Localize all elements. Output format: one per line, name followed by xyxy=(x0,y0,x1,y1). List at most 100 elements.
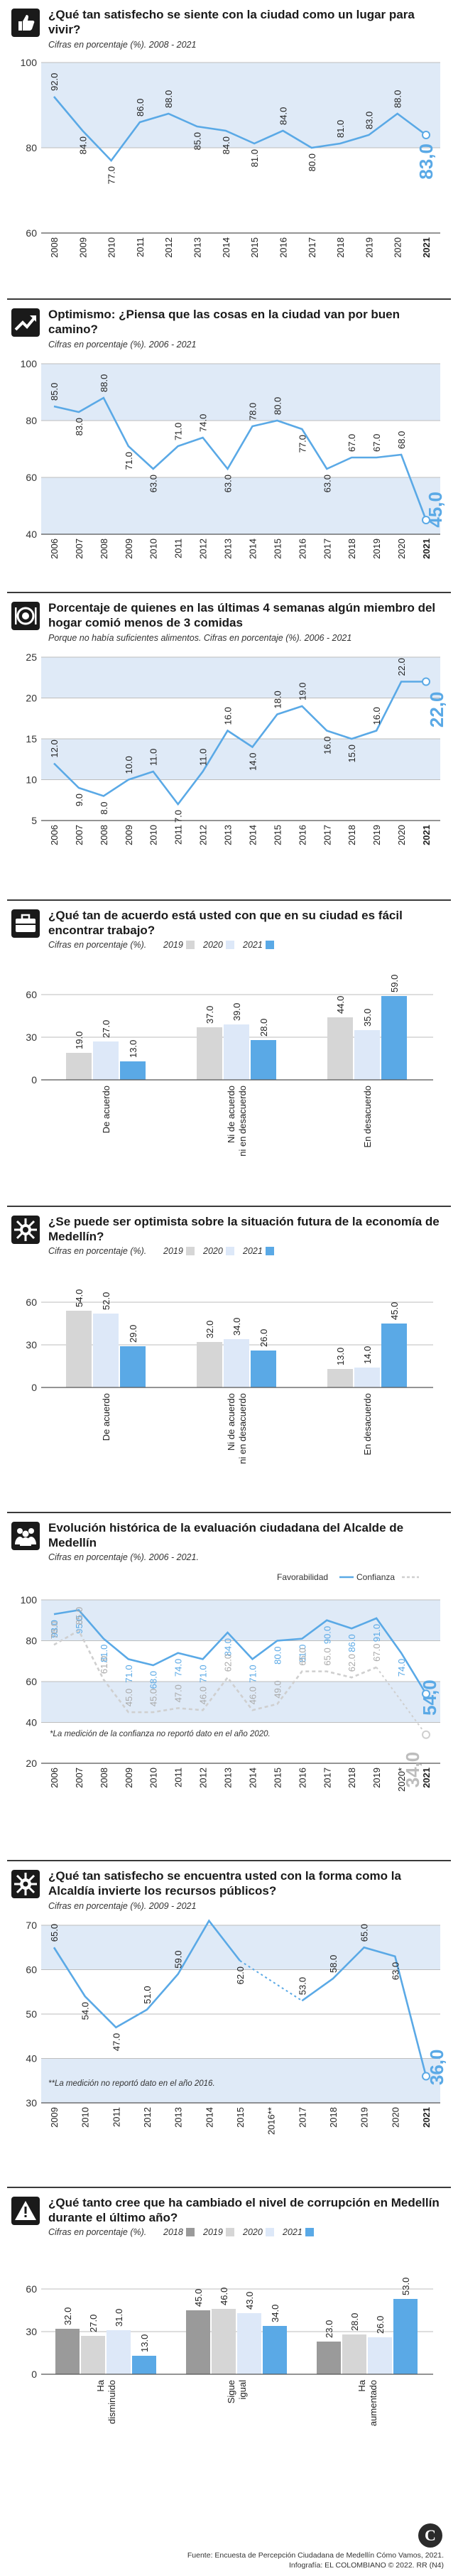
band xyxy=(41,657,440,698)
x-tick-label: 2018 xyxy=(347,825,357,845)
y-tick-label: 0 xyxy=(31,1382,37,1393)
legend-label: 2018 xyxy=(163,2227,183,2237)
y-tick-label: 40 xyxy=(26,1717,37,1728)
legend-label: Confianza xyxy=(356,1572,395,1582)
bar xyxy=(327,1017,353,1080)
legend-label: 2019 xyxy=(163,940,183,950)
bar-value-label: 54.0 xyxy=(74,1289,84,1307)
x-tick-label: 2016** xyxy=(266,2107,277,2135)
line-chart-satisfaction: 60 80 100 2008 2009 2010 2011 2012 2013 2014 2015 2… xyxy=(21,57,440,258)
bar xyxy=(66,1311,92,1387)
legend-swatch xyxy=(266,941,274,949)
category-label: En desacuerdo xyxy=(362,1393,373,1455)
x-tick-label: 2017 xyxy=(322,1768,332,1788)
y-tick-label: 0 xyxy=(31,2369,37,2380)
y-tick-label: 30 xyxy=(26,1339,37,1351)
y-tick-label: 20 xyxy=(26,693,37,704)
x-tick-label: 2020 xyxy=(393,237,403,258)
band xyxy=(41,2058,440,2103)
virus-icon xyxy=(11,1216,40,1244)
x-tick-label: 2007 xyxy=(74,825,84,845)
data-label: 62.0 xyxy=(223,1654,234,1672)
section-subtitle: Porque no había suficientes alimentos. C… xyxy=(48,633,352,643)
x-tick-label: 2008 xyxy=(49,237,60,258)
legend-label: 2021 xyxy=(282,2227,302,2237)
bar xyxy=(66,1053,92,1080)
bar-value-label: 34.0 xyxy=(231,1318,242,1336)
section-jobs: ¿Qué tan de acuerdo está usted con que e… xyxy=(7,907,451,1198)
section-economy: ¿Se puede ser optimista sobre la situaci… xyxy=(7,1213,451,1504)
data-point xyxy=(422,516,430,524)
bar xyxy=(393,2299,418,2374)
x-tick-label: 2016 xyxy=(297,825,307,845)
x-tick-label: 2010 xyxy=(80,2107,91,2128)
x-tick-label: 2016 xyxy=(297,1768,307,1788)
x-tick-label: 2017 xyxy=(322,539,332,559)
bar xyxy=(381,1324,407,1387)
category-label: En desacuerdo xyxy=(362,1086,373,1147)
bar-value-label: 44.0 xyxy=(335,996,346,1014)
data-label: 65.0 xyxy=(49,1924,60,1942)
data-label: 84.0 xyxy=(77,136,88,154)
data-label: 7.0 xyxy=(173,810,184,823)
legend-label: 2020 xyxy=(202,1246,223,1256)
divider xyxy=(7,592,451,593)
section-title: ¿Se puede ser optimista sobre la situaci… xyxy=(48,1215,440,1243)
section-title: Evolución histórica de la evaluación ciu… xyxy=(48,1521,404,1549)
data-label: 63.0 xyxy=(390,1962,400,1980)
band xyxy=(41,364,440,421)
bar-value-label: 39.0 xyxy=(231,1003,242,1021)
data-label: 80.0 xyxy=(307,153,317,171)
bar-value-label: 46.0 xyxy=(219,2288,229,2305)
category-label: ni en desacuerdo xyxy=(237,1393,248,1464)
x-tick-label: 2021 xyxy=(421,2107,432,2128)
legend-swatch xyxy=(226,2228,234,2236)
data-label: 46.0 xyxy=(247,1687,258,1704)
data-label: 71.0 xyxy=(173,423,184,440)
category-label: aumentado xyxy=(368,2380,378,2426)
x-tick-label: 2013 xyxy=(223,539,234,559)
bar xyxy=(237,2313,261,2374)
x-tick-label: 2011 xyxy=(173,825,184,845)
chart-note: **La medición no reportó dato en el año … xyxy=(48,2079,215,2088)
y-tick-label: 40 xyxy=(26,2053,37,2064)
x-tick-label: 2013 xyxy=(173,2107,184,2128)
x-tick-label: 2011 xyxy=(173,539,184,558)
x-tick-label: 2007 xyxy=(74,539,84,559)
data-label: 85.0 xyxy=(192,132,203,150)
bar-value-label: 45.0 xyxy=(389,1302,400,1320)
bar-value-label: 23.0 xyxy=(324,2320,334,2338)
bar xyxy=(197,1342,222,1387)
bar-value-label: 19.0 xyxy=(74,1032,84,1049)
line-chart-optimism: 40 60 80 100 2006 2007 2008 2009 2010 2011 2012 201… xyxy=(21,358,446,559)
section-subtitle: Cifras en porcentaje (%). 2008 - 2021 xyxy=(48,40,197,50)
bar xyxy=(251,1040,276,1080)
footer-source: Fuente: Encuesta de Percepción Ciudadana… xyxy=(187,2551,444,2560)
bar-chart-jobs: Cifras en porcentaje (%). 2019 2020 2021 0 30… xyxy=(26,940,433,1157)
y-tick-label: 60 xyxy=(26,989,37,1000)
data-label: 88.0 xyxy=(163,90,174,108)
data-label: 46.0 xyxy=(198,1687,209,1704)
bar xyxy=(327,1369,353,1387)
y-tick-label: 30 xyxy=(26,2097,37,2109)
section-subtitle: Cifras en porcentaje (%). xyxy=(48,2227,146,2237)
data-label: 81.0 xyxy=(297,1645,307,1662)
data-label: 83.0 xyxy=(74,418,84,435)
bar xyxy=(354,1030,380,1080)
data-label: 77.0 xyxy=(297,435,307,453)
x-tick-label: 2020 xyxy=(390,2107,400,2128)
section-subtitle: Cifras en porcentaje (%). 2006 - 2021 xyxy=(48,340,197,350)
x-tick-label: 2010 xyxy=(148,539,159,559)
data-label: 93.0 xyxy=(49,1620,60,1638)
data-label: 71.0 xyxy=(247,1665,258,1682)
data-label: 88.0 xyxy=(393,90,403,108)
x-tick-label: 2014 xyxy=(204,2107,214,2128)
data-label: 18.0 xyxy=(272,691,283,708)
data-label: 67.0 xyxy=(371,1644,382,1662)
y-tick-label: 100 xyxy=(21,358,38,369)
category-label: Ni de acuerdo xyxy=(226,1393,236,1451)
band xyxy=(41,477,440,534)
handshake-icon xyxy=(11,1870,40,1898)
band xyxy=(41,739,440,780)
x-tick-label: 2012 xyxy=(198,1768,209,1788)
